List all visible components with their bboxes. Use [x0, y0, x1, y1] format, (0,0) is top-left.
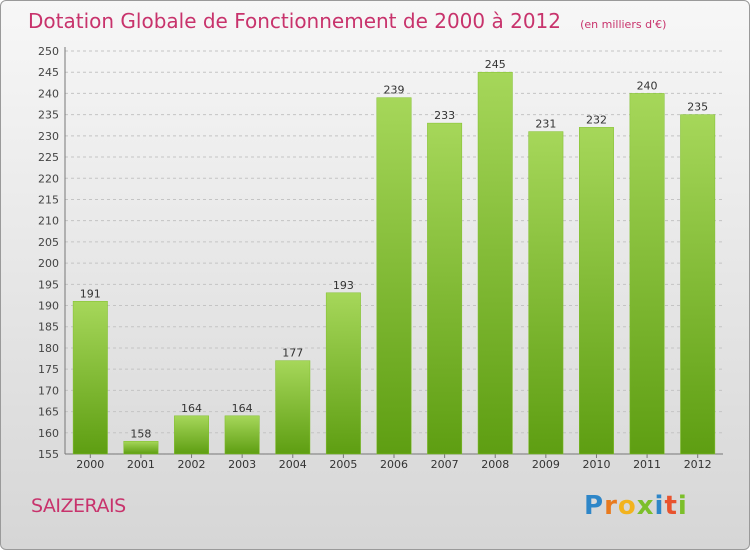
bar-2007: [427, 122, 463, 455]
x-tick-label: 2000: [76, 458, 104, 471]
x-tick-label: 2002: [178, 458, 206, 471]
y-tick-label: 160: [38, 427, 59, 440]
y-tick-label: 180: [38, 342, 59, 355]
bar-2009: [528, 131, 564, 455]
x-tick-label: 2007: [431, 458, 459, 471]
bar-2003: [224, 415, 260, 455]
chart-title: Dotation Globale de Fonctionnement de 20…: [28, 9, 561, 33]
bar-2002: [174, 415, 209, 455]
y-tick-label: 165: [38, 406, 59, 419]
value-label-2000: 191: [80, 287, 101, 300]
bar-2008: [477, 71, 513, 455]
bar-2010: [579, 127, 614, 455]
y-tick-label: 235: [38, 109, 59, 122]
bar-2011: [629, 93, 665, 455]
x-tick-label: 2009: [532, 458, 560, 471]
axes: 155 160 165 170 175 180 185 190 195 200 205 210 215 2…: [38, 45, 723, 471]
value-label-2003: 164: [232, 402, 253, 415]
x-tick-label: 2003: [228, 458, 256, 471]
y-tick-label: 230: [38, 130, 59, 143]
value-label-2005: 193: [333, 279, 354, 292]
bar-2000: [72, 301, 108, 455]
x-tick-label: 2012: [684, 458, 712, 471]
y-tick-label: 245: [38, 66, 59, 79]
value-label-2009: 231: [535, 118, 556, 131]
proxiti-logo: Proxiti: [584, 491, 688, 521]
y-tick-label: 240: [38, 87, 59, 100]
commune-name: SAIZERAIS: [31, 495, 126, 517]
y-tick-label: 225: [38, 151, 59, 164]
x-tick-label: 2004: [279, 458, 307, 471]
y-tick-label: 250: [38, 45, 59, 58]
value-label-2006: 239: [384, 84, 405, 97]
y-tick-label: 205: [38, 236, 59, 249]
y-tick-label: 170: [38, 384, 59, 397]
bar-2005: [325, 292, 361, 455]
chart-unit-note: (en milliers d'€): [580, 18, 667, 31]
x-tick-label: 2011: [633, 458, 661, 471]
bar-2012: [680, 114, 716, 455]
value-label-2008: 245: [485, 58, 506, 71]
value-label-2011: 240: [637, 79, 658, 92]
y-tick-label: 190: [38, 300, 59, 313]
y-tick-label: 220: [38, 172, 59, 185]
x-tick-label: 2005: [329, 458, 357, 471]
y-tick-label: 215: [38, 193, 59, 206]
bar-2006: [376, 97, 412, 455]
x-tick-label: 2010: [582, 458, 610, 471]
bar-2004: [275, 360, 311, 455]
y-tick-label: 210: [38, 215, 59, 228]
y-tick-label: 155: [38, 448, 59, 461]
value-label-2002: 164: [181, 402, 202, 415]
bars: [72, 71, 716, 455]
y-tick-label: 195: [38, 278, 59, 291]
chart-title-block: Dotation Globale de Fonctionnement de 20…: [28, 9, 666, 33]
value-label-2007: 233: [434, 109, 455, 122]
x-tick-label: 2008: [481, 458, 509, 471]
value-labels: 191 158 164 164 177 193 239 233 245 231 232 240 235: [80, 58, 708, 440]
value-label-2010: 232: [586, 113, 607, 126]
y-tick-label: 175: [38, 363, 59, 376]
value-label-2004: 177: [282, 347, 303, 360]
value-label-2001: 158: [130, 427, 151, 440]
x-tick-label: 2001: [127, 458, 155, 471]
y-tick-label: 200: [38, 257, 59, 270]
x-tick-label: 2006: [380, 458, 408, 471]
value-label-2012: 235: [687, 101, 708, 114]
bar-2001: [123, 441, 159, 455]
y-tick-label: 185: [38, 321, 59, 334]
